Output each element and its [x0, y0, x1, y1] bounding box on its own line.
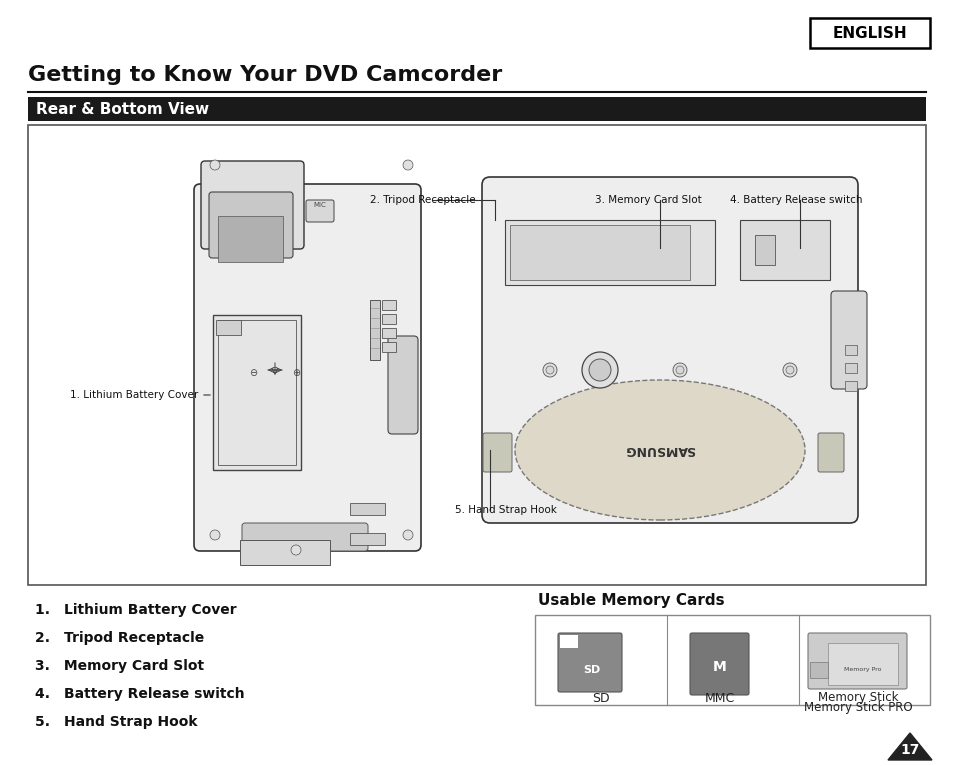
FancyBboxPatch shape [558, 633, 621, 692]
FancyBboxPatch shape [481, 177, 857, 523]
FancyBboxPatch shape [218, 216, 283, 262]
Text: 1. Lithium Battery Cover: 1. Lithium Battery Cover [70, 390, 210, 400]
Text: 3. Memory Card Slot: 3. Memory Card Slot [595, 195, 701, 205]
Text: MIC: MIC [314, 202, 326, 208]
FancyBboxPatch shape [817, 433, 843, 472]
Text: 1.  Lithium Battery Cover: 1. Lithium Battery Cover [35, 603, 236, 617]
Bar [213, 315, 301, 470]
Text: 17: 17 [900, 743, 919, 757]
FancyBboxPatch shape [306, 200, 334, 222]
Bar [740, 220, 829, 280]
Text: M: M [713, 660, 726, 674]
FancyBboxPatch shape [242, 523, 368, 551]
Text: ENGLISH: ENGLISH [832, 25, 906, 41]
Circle shape [672, 363, 686, 377]
Circle shape [676, 366, 683, 374]
Text: SD: SD [583, 665, 600, 675]
Bar [844, 363, 856, 373]
Text: SAMSUNG: SAMSUNG [624, 444, 695, 457]
FancyBboxPatch shape [209, 192, 293, 258]
Ellipse shape [515, 380, 804, 520]
Text: SD: SD [592, 692, 609, 705]
FancyBboxPatch shape [482, 433, 512, 472]
Bar [28, 125, 925, 585]
Text: 2. Tripod Receptacle: 2. Tripod Receptacle [370, 195, 476, 205]
Text: ⊖: ⊖ [249, 368, 256, 378]
Bar [809, 18, 929, 48]
Bar [350, 503, 385, 515]
Bar [827, 643, 897, 685]
Text: 5. Hand Strap Hook: 5. Hand Strap Hook [455, 505, 557, 515]
Bar [381, 342, 395, 352]
Circle shape [210, 160, 220, 170]
Text: 4. Battery Release switch: 4. Battery Release switch [729, 195, 862, 205]
FancyBboxPatch shape [830, 291, 866, 389]
Bar [754, 235, 774, 265]
Bar [218, 320, 295, 465]
Circle shape [402, 160, 413, 170]
Text: Memory Stick: Memory Stick [817, 692, 898, 705]
Text: Memory Stick PRO: Memory Stick PRO [802, 702, 911, 715]
FancyBboxPatch shape [807, 633, 906, 689]
Bar [559, 635, 578, 648]
Circle shape [588, 359, 610, 381]
FancyBboxPatch shape [201, 161, 304, 249]
Bar [370, 300, 379, 360]
Text: Rear & Bottom View: Rear & Bottom View [36, 102, 209, 116]
Circle shape [782, 363, 796, 377]
Bar [381, 300, 395, 310]
Circle shape [545, 366, 554, 374]
Circle shape [402, 530, 413, 540]
Text: Usable Memory Cards: Usable Memory Cards [537, 592, 724, 607]
Bar [381, 328, 395, 338]
Bar [28, 97, 925, 121]
Bar [504, 220, 714, 285]
FancyBboxPatch shape [193, 184, 420, 551]
Circle shape [785, 366, 793, 374]
Bar [535, 615, 929, 705]
FancyBboxPatch shape [388, 336, 417, 434]
Circle shape [581, 352, 618, 388]
FancyBboxPatch shape [689, 633, 748, 695]
Bar [215, 320, 241, 335]
Bar [844, 381, 856, 391]
Bar [350, 533, 385, 545]
Circle shape [542, 363, 557, 377]
Text: Getting to Know Your DVD Camcorder: Getting to Know Your DVD Camcorder [28, 65, 501, 85]
Text: Memory Pro: Memory Pro [843, 667, 881, 673]
Bar [809, 662, 827, 678]
Text: 2.  Tripod Receptacle: 2. Tripod Receptacle [35, 631, 204, 645]
Bar [381, 314, 395, 324]
Circle shape [291, 545, 301, 555]
Bar [510, 225, 689, 280]
Polygon shape [887, 733, 931, 760]
Text: 4.  Battery Release switch: 4. Battery Release switch [35, 687, 244, 701]
Text: 3.  Memory Card Slot: 3. Memory Card Slot [35, 659, 204, 673]
Text: MMC: MMC [704, 692, 735, 705]
Text: ⊕: ⊕ [292, 368, 300, 378]
Text: 5.  Hand Strap Hook: 5. Hand Strap Hook [35, 715, 197, 729]
Circle shape [210, 530, 220, 540]
Bar [844, 345, 856, 355]
Bar [240, 540, 330, 565]
